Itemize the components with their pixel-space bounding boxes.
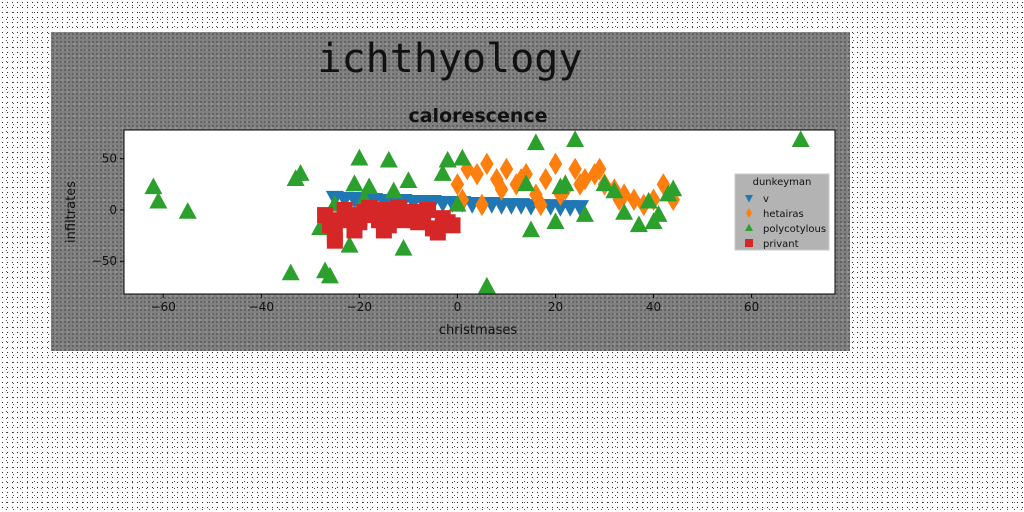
legend-marker-hetairas (746, 208, 752, 218)
x-tick-label: −20 (347, 300, 372, 314)
marker-polycotylous (178, 202, 197, 219)
marker-hetairas (499, 157, 514, 181)
series-polycotylous (144, 130, 810, 294)
marker-polycotylous (340, 235, 359, 253)
legend-items: v hetairas polycotylous privant (745, 194, 826, 250)
marker-polycotylous (566, 130, 585, 147)
x-axis-label: christmases (439, 323, 518, 338)
marker-polycotylous (379, 150, 398, 168)
marker-polycotylous (360, 177, 379, 195)
marker-polycotylous (664, 179, 683, 197)
marker-polycotylous (345, 174, 364, 192)
legend-label-polycotylous: polycotylous (763, 224, 826, 235)
legend-title: dunkeyman (753, 177, 812, 188)
x-axis: −60 −40 −20 0 20 40 60 (151, 294, 759, 314)
marker-polycotylous (517, 174, 536, 192)
marker-polycotylous (546, 212, 565, 229)
chart-suptitle: ichthyology (318, 36, 583, 82)
legend-label-hetairas: hetairas (763, 209, 804, 220)
marker-privant (375, 222, 392, 239)
marker-polycotylous (438, 150, 457, 168)
marker-polycotylous (448, 194, 467, 212)
marker-hetairas (494, 178, 509, 201)
y-axis: −50 0 50 (92, 152, 124, 268)
marker-hetairas (470, 162, 484, 186)
marker-polycotylous (521, 220, 540, 238)
x-tick-label: 60 (744, 300, 759, 314)
marker-hetairas (475, 193, 489, 217)
marker-polycotylous (291, 164, 310, 181)
marker-hetairas (573, 173, 587, 196)
series-privant (317, 199, 461, 249)
marker-privant (326, 232, 343, 249)
chart-title: calorescence (408, 105, 547, 127)
x-tick-label: 0 (454, 300, 462, 314)
marker-privant (444, 217, 461, 234)
marker-privant (420, 201, 437, 218)
legend-label-privant: privant (763, 239, 799, 250)
marker-polycotylous (629, 215, 648, 233)
marker-polycotylous (595, 174, 614, 192)
marker-polycotylous (394, 239, 413, 256)
legend-label-v: v (763, 194, 769, 205)
marker-polycotylous (477, 276, 496, 294)
marker-hetairas (480, 152, 494, 176)
marker-hetairas (534, 193, 548, 217)
marker-privant (351, 214, 368, 231)
marker-polycotylous (639, 191, 658, 209)
plot-area (123, 129, 836, 295)
marker-hetairas (548, 152, 563, 176)
markers (144, 130, 810, 294)
marker-polycotylous (350, 148, 369, 166)
marker-polycotylous (149, 191, 168, 209)
marker-polycotylous (384, 181, 403, 199)
y-tick-label: 50 (102, 152, 117, 166)
marker-polycotylous (615, 203, 634, 220)
marker-polycotylous (526, 133, 545, 151)
marker-polycotylous (575, 205, 594, 222)
y-tick-label: 0 (109, 203, 117, 217)
marker-hetairas (450, 173, 465, 196)
legend-marker-polycotylous (745, 223, 753, 231)
marker-polycotylous (399, 171, 418, 188)
y-axis-label: infiltrates (64, 181, 79, 243)
marker-polycotylous (649, 205, 668, 222)
legend: dunkeyman v hetairas polycotylous privant (734, 173, 830, 251)
marker-hetairas (592, 157, 607, 181)
y-tick-label: −50 (92, 254, 117, 268)
marker-v (571, 200, 590, 217)
marker-polycotylous (433, 164, 452, 181)
marker-polycotylous (556, 174, 575, 192)
marker-hetairas (568, 157, 582, 181)
chart-svg: ichthyology calorescence −60 −40 −20 0 20 40 6… (64, 36, 836, 338)
marker-hetairas (553, 183, 568, 206)
marker-hetairas (538, 167, 553, 191)
marker-hetairas (509, 173, 524, 196)
x-tick-label: −40 (249, 300, 274, 314)
legend-marker-privant (745, 239, 753, 247)
marker-polycotylous (605, 181, 624, 199)
marker-polycotylous (320, 266, 339, 284)
x-tick-label: 40 (646, 300, 661, 314)
x-tick-label: 20 (548, 300, 563, 314)
marker-polycotylous (281, 263, 300, 281)
marker-polycotylous (791, 130, 810, 147)
chart-figure: ichthyology calorescence −60 −40 −20 0 20 40 6… (51, 32, 850, 351)
marker-polycotylous (144, 177, 163, 195)
marker-polycotylous (453, 148, 472, 166)
legend-marker-v (745, 195, 753, 203)
x-tick-label: −60 (151, 300, 176, 314)
